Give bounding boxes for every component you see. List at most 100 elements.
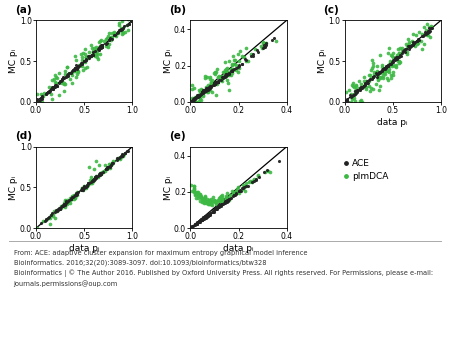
Point (197, 88, 204, 94)
Point (201, 214, 208, 220)
Point (211, 208, 218, 213)
Point (118, 153, 126, 159)
Point (202, 215, 209, 220)
Y-axis label: MC pᵢ: MC pᵢ (9, 49, 18, 73)
Point (80, 187, 87, 192)
Point (203, 74, 210, 80)
Point (70, 196, 77, 201)
Point (209, 209, 216, 214)
Point (198, 92, 205, 97)
Point (387, 62, 395, 67)
Point (105, 38, 112, 43)
Point (221, 74, 228, 80)
Point (79, 67, 86, 73)
Point (382, 65, 389, 71)
Point (62, 71, 69, 76)
Point (381, 71, 388, 76)
Point (78, 63, 86, 68)
Point (217, 202, 224, 208)
Point (419, 46, 426, 51)
Point (235, 65, 242, 70)
Point (107, 165, 114, 170)
Point (97, 43, 104, 48)
Point (200, 216, 207, 221)
Point (72, 69, 79, 74)
Point (228, 69, 235, 74)
Point (197, 217, 204, 223)
Point (199, 89, 206, 95)
Point (223, 193, 230, 199)
Point (375, 75, 382, 80)
Point (391, 64, 398, 69)
Point (79, 187, 86, 192)
Point (214, 79, 221, 84)
Point (374, 71, 381, 77)
Point (78, 61, 86, 66)
Point (399, 45, 406, 51)
Point (58, 203, 66, 209)
Point (226, 193, 234, 198)
Point (380, 67, 387, 72)
Point (236, 188, 243, 193)
Point (189, 223, 196, 229)
Point (91, 52, 99, 58)
Point (367, 76, 374, 81)
Point (196, 192, 203, 197)
Point (250, 53, 257, 58)
Point (58, 203, 65, 209)
Point (228, 195, 235, 201)
Point (122, 29, 129, 35)
Point (230, 67, 237, 72)
Point (379, 67, 387, 72)
Point (347, 91, 354, 96)
Point (242, 58, 249, 63)
Point (415, 38, 422, 43)
Point (43, 90, 50, 96)
Point (81, 58, 88, 64)
Point (63, 198, 71, 203)
Point (273, 39, 280, 44)
Point (260, 170, 267, 175)
Point (212, 82, 219, 87)
Point (198, 88, 206, 93)
Point (49, 96, 56, 102)
Point (106, 41, 113, 47)
Point (379, 67, 387, 73)
Point (234, 69, 242, 75)
Point (37, 96, 45, 101)
Point (197, 92, 204, 98)
Point (82, 184, 89, 190)
Point (192, 221, 199, 227)
Point (96, 172, 104, 178)
Point (82, 185, 90, 191)
Point (208, 199, 216, 204)
Point (217, 75, 224, 80)
Point (217, 198, 225, 203)
Point (201, 76, 208, 81)
Point (358, 85, 365, 90)
Point (34, 97, 41, 102)
Point (194, 192, 201, 197)
Point (222, 66, 230, 71)
Point (350, 83, 357, 89)
Point (197, 92, 204, 97)
Point (374, 71, 382, 77)
Point (117, 27, 124, 32)
Point (67, 70, 74, 75)
Point (226, 195, 234, 201)
Point (108, 162, 116, 167)
Point (52, 84, 59, 90)
Point (376, 76, 383, 81)
Point (100, 39, 108, 44)
Point (248, 51, 255, 57)
Point (81, 47, 89, 52)
Point (69, 194, 76, 199)
Point (78, 60, 85, 65)
Point (241, 185, 248, 190)
Point (423, 30, 430, 36)
Point (80, 58, 87, 64)
Point (225, 71, 232, 76)
Point (385, 69, 392, 75)
Point (111, 32, 118, 38)
Point (229, 69, 236, 74)
